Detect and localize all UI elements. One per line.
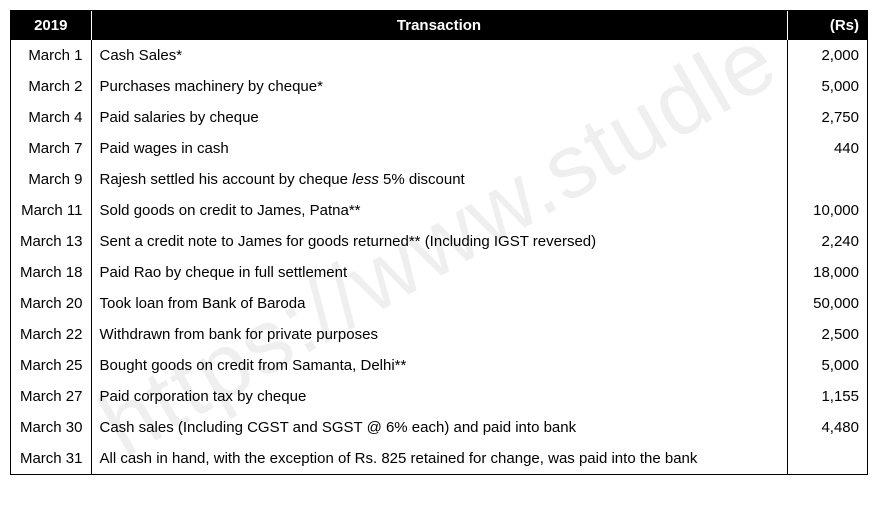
transaction-cell: Rajesh settled his account by cheque les…	[91, 164, 787, 195]
table-row: March 30Cash sales (Including CGST and S…	[11, 412, 867, 443]
amount-cell: 2,500	[787, 319, 867, 350]
amount-cell	[787, 164, 867, 195]
amount-cell: 440	[787, 133, 867, 164]
amount-cell: 4,480	[787, 412, 867, 443]
date-cell: March 31	[11, 443, 91, 474]
date-cell: March 30	[11, 412, 91, 443]
header-row: 2019 Transaction (Rs)	[11, 11, 867, 40]
table-row: March 25Bought goods on credit from Sama…	[11, 350, 867, 381]
table-row: March 20Took loan from Bank of Baroda50,…	[11, 288, 867, 319]
transaction-text-part: 5% discount	[379, 171, 465, 188]
transaction-cell: Paid corporation tax by cheque	[91, 381, 787, 412]
table-body: March 1Cash Sales*2,000March 2Purchases …	[11, 40, 867, 474]
date-cell: March 18	[11, 257, 91, 288]
amount-cell: 18,000	[787, 257, 867, 288]
transaction-cell: Withdrawn from bank for private purposes	[91, 319, 787, 350]
transaction-cell: Paid wages in cash	[91, 133, 787, 164]
date-cell: March 7	[11, 133, 91, 164]
table-row: March 7Paid wages in cash440	[11, 133, 867, 164]
transaction-cell: All cash in hand, with the exception of …	[91, 443, 787, 474]
transaction-cell: Sent a credit note to James for goods re…	[91, 226, 787, 257]
table-row: March 27Paid corporation tax by cheque1,…	[11, 381, 867, 412]
transaction-cell: Took loan from Bank of Baroda	[91, 288, 787, 319]
transaction-cell: Paid salaries by cheque	[91, 102, 787, 133]
transaction-cell: Cash sales (Including CGST and SGST @ 6%…	[91, 412, 787, 443]
amount-cell: 10,000	[787, 195, 867, 226]
transaction-text-part: less	[352, 171, 379, 188]
amount-cell: 5,000	[787, 71, 867, 102]
transaction-cell: Bought goods on credit from Samanta, Del…	[91, 350, 787, 381]
date-cell: March 2	[11, 71, 91, 102]
transaction-table-container: https://www.studle 2019 Transaction (Rs)…	[10, 10, 868, 475]
date-cell: March 20	[11, 288, 91, 319]
transaction-cell: Sold goods on credit to James, Patna**	[91, 195, 787, 226]
date-cell: March 13	[11, 226, 91, 257]
date-cell: March 1	[11, 40, 91, 71]
date-cell: March 4	[11, 102, 91, 133]
amount-cell: 2,750	[787, 102, 867, 133]
header-amount: (Rs)	[787, 11, 867, 40]
header-year: 2019	[11, 11, 91, 40]
amount-cell: 2,240	[787, 226, 867, 257]
amount-cell: 50,000	[787, 288, 867, 319]
amount-cell	[787, 443, 867, 474]
amount-cell: 2,000	[787, 40, 867, 71]
amount-cell: 5,000	[787, 350, 867, 381]
table-row: March 9Rajesh settled his account by che…	[11, 164, 867, 195]
table-row: March 18Paid Rao by cheque in full settl…	[11, 257, 867, 288]
transaction-table: 2019 Transaction (Rs) March 1Cash Sales*…	[11, 11, 867, 474]
table-row: March 13Sent a credit note to James for …	[11, 226, 867, 257]
amount-cell: 1,155	[787, 381, 867, 412]
table-row: March 1Cash Sales*2,000	[11, 40, 867, 71]
table-row: March 22Withdrawn from bank for private …	[11, 319, 867, 350]
date-cell: March 22	[11, 319, 91, 350]
transaction-cell: Cash Sales*	[91, 40, 787, 71]
date-cell: March 9	[11, 164, 91, 195]
table-row: March 31All cash in hand, with the excep…	[11, 443, 867, 474]
transaction-cell: Paid Rao by cheque in full settlement	[91, 257, 787, 288]
date-cell: March 27	[11, 381, 91, 412]
transaction-cell: Purchases machinery by cheque*	[91, 71, 787, 102]
date-cell: March 11	[11, 195, 91, 226]
table-row: March 2Purchases machinery by cheque*5,0…	[11, 71, 867, 102]
header-transaction: Transaction	[91, 11, 787, 40]
table-row: March 11Sold goods on credit to James, P…	[11, 195, 867, 226]
transaction-text-part: Rajesh settled his account by cheque	[100, 171, 353, 188]
date-cell: March 25	[11, 350, 91, 381]
table-row: March 4Paid salaries by cheque2,750	[11, 102, 867, 133]
